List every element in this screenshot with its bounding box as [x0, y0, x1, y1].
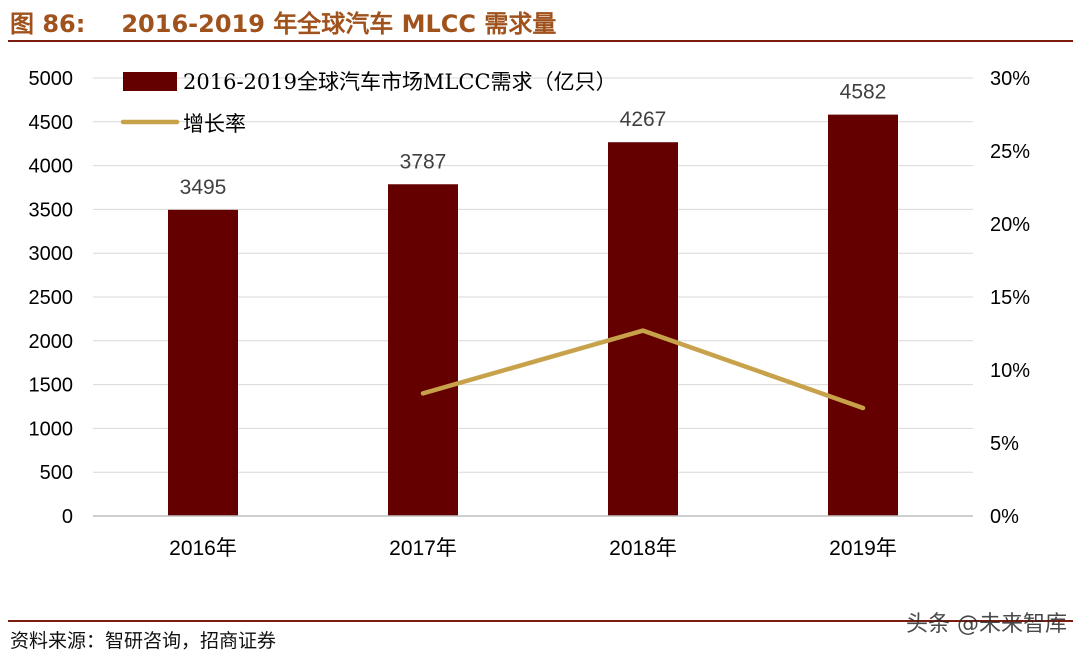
y-left-tick-label: 4500 [29, 112, 74, 134]
data-label: 3495 [180, 176, 227, 199]
bar [828, 114, 898, 517]
watermark: 头条 @未来智库 [906, 612, 1067, 637]
data-labels: 3495 3787 4267 4582 [180, 81, 887, 199]
legend-label-bar: 2016-2019全球汽车市场MLCC需求（亿只） [183, 70, 617, 94]
gridlines [93, 77, 973, 517]
bar [168, 209, 238, 516]
x-tick-label: 2019年 [829, 537, 897, 560]
y-left-tick-label: 2500 [29, 287, 74, 309]
legend-label-line: 增长率 [183, 112, 246, 136]
data-label: 4267 [620, 108, 667, 131]
bottom-rule [8, 620, 1073, 622]
source-note: 资料来源：智研咨询，招商证券 [10, 630, 277, 652]
growth-rate-line [420, 328, 866, 411]
top-rule [8, 40, 1073, 42]
y-left-tick-label: 500 [40, 462, 73, 484]
y-right-tick-label: 10% [990, 360, 1030, 382]
figure-title: 图 86: 2016-2019 年全球汽车 MLCC 需求量 [10, 4, 556, 39]
y-left-tick-label: 2000 [29, 331, 74, 353]
growth-line [420, 328, 866, 411]
y-right-tick-label: 15% [990, 287, 1030, 309]
y-left-tick-label: 4000 [29, 156, 74, 178]
y-left-tick-label: 3500 [29, 199, 74, 221]
figure-number: 图 86: [10, 10, 86, 38]
figure-title-text: 2016-2019 年全球汽车 MLCC 需求量 [121, 10, 557, 38]
y-right-tick-label: 20% [990, 214, 1030, 236]
bar [388, 184, 458, 517]
y-right-tick-label: 5% [990, 433, 1019, 455]
x-tick-label: 2016年 [169, 537, 237, 560]
x-tick-label: 2018年 [609, 537, 677, 560]
y-left-tick-label: 3000 [29, 243, 74, 265]
legend: 2016-2019全球汽车市场MLCC需求（亿只） 增长率 [120, 70, 617, 136]
x-tick-label: 2017年 [389, 537, 457, 560]
axes: 0 500 1000 1500 2000 2500 3000 3500 4000 4500 5000… [29, 68, 1031, 560]
bars [168, 114, 898, 517]
y-right-tick-label: 25% [990, 141, 1030, 163]
y-left-tick-label: 5000 [29, 68, 74, 90]
y-left-tick-label: 0 [62, 506, 73, 528]
y-right-tick-label: 30% [990, 68, 1030, 90]
y-left-tick-label: 1500 [29, 375, 74, 397]
y-left-tick-label: 1000 [29, 418, 74, 440]
y-right-tick-label: 0% [990, 506, 1019, 528]
legend-swatch-bar [123, 72, 177, 91]
data-label: 3787 [400, 150, 447, 173]
data-label: 4582 [840, 81, 887, 104]
